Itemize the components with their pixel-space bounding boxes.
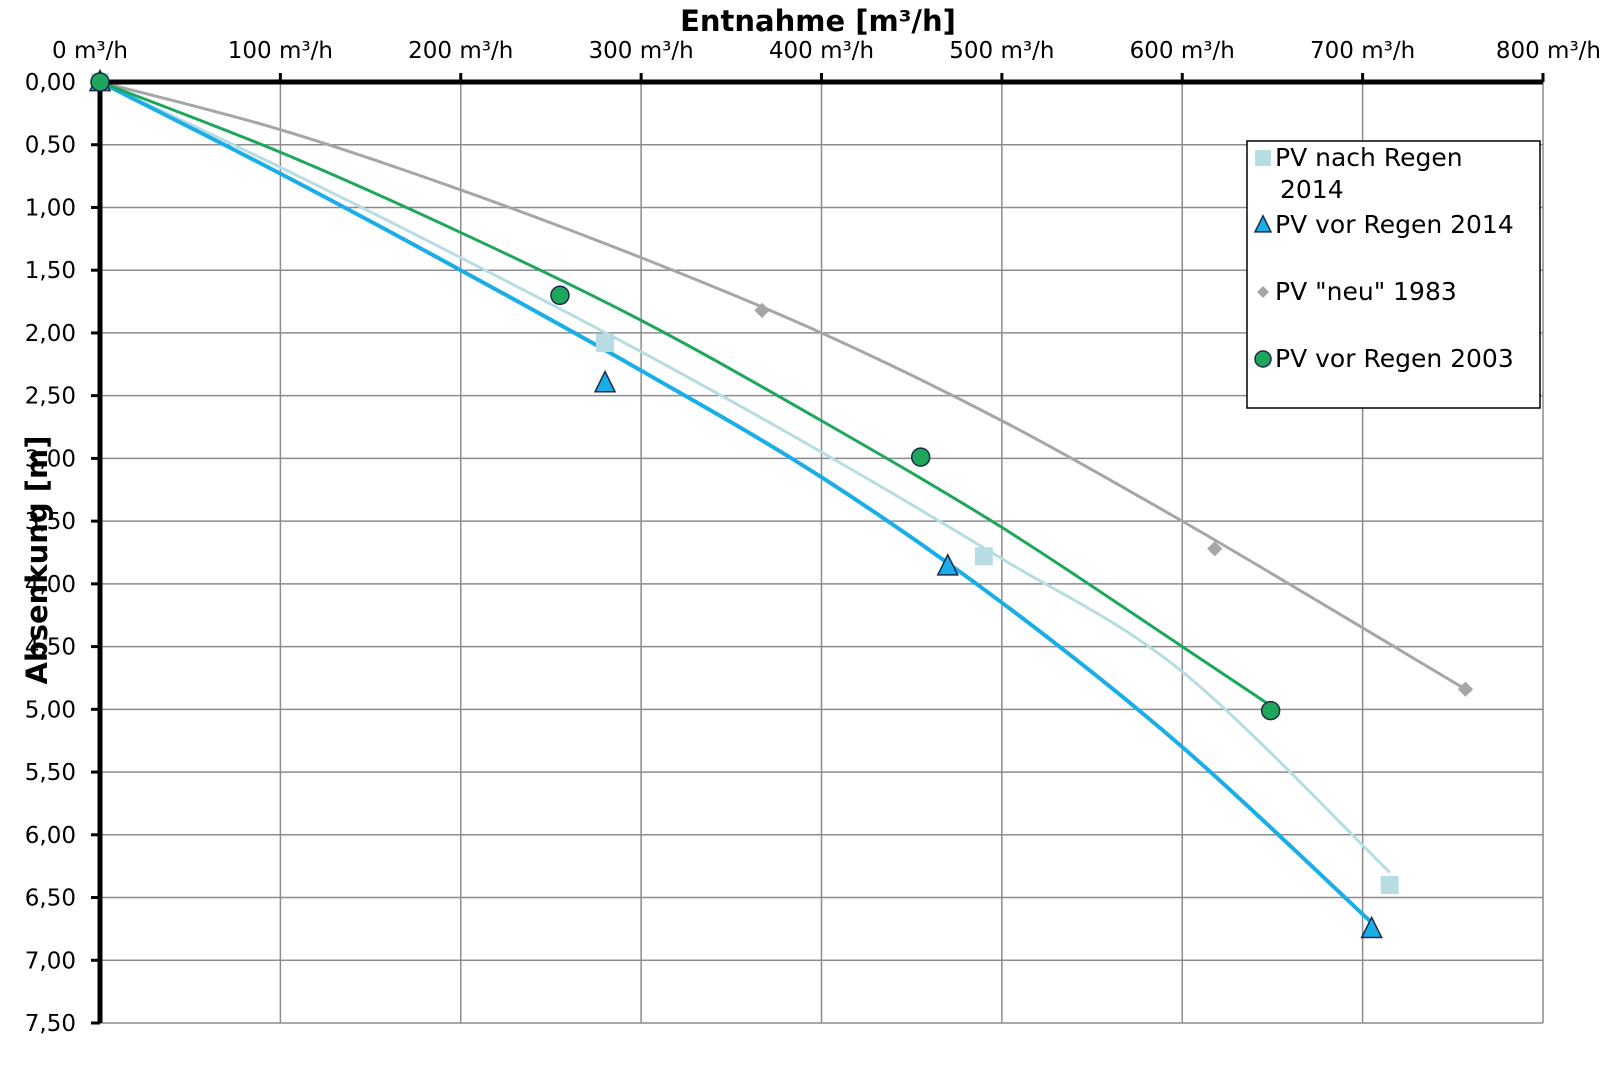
trendline-series-3 (99, 80, 1467, 691)
y-tick-label: 2,00 (25, 321, 76, 347)
data-point-series-1 (974, 547, 993, 566)
data-point-series-4 (1260, 700, 1281, 721)
legend: PV nach Regen 2014 PV vor Regen 2014 PV "ne… (1246, 140, 1541, 409)
legend-label-series-1: PV nach Regen 2014 (1275, 143, 1463, 204)
data-point-series-4 (550, 285, 570, 306)
data-point-series-3 (1207, 541, 1223, 557)
trendline-layer (99, 80, 1467, 925)
x-tick-label: 700 m³/h (1310, 38, 1415, 64)
x-tick-label: 400 m³/h (769, 38, 874, 64)
y-tick-label: 6,00 (25, 823, 76, 849)
y-tick-label: 3,00 (25, 446, 76, 472)
legend-label-series-3: PV "neu" 1983 (1275, 277, 1457, 306)
data-point-series-3 (1457, 681, 1474, 697)
legend-label-series-4: PV vor Regen 2003 (1275, 344, 1514, 373)
trendline-series-2 (99, 80, 1374, 925)
trendline-series-4 (99, 80, 1272, 707)
legend-label-series-2: PV vor Regen 2014 (1275, 210, 1514, 239)
y-tick-label: 3,50 (25, 509, 76, 535)
axis-layer: 0 m³/h 100 m³/h 200 m³/h 300 m³/h 400 m³/h 50… (25, 38, 1601, 1037)
y-tick-label: 5,00 (25, 697, 76, 723)
legend-marker-series-4 (1254, 350, 1272, 368)
y-axis-title: Absenkung [m] (20, 436, 54, 685)
y-tick-label: 7,50 (25, 1011, 76, 1037)
legend-marker-series-3 (1257, 286, 1269, 298)
legend-marker-series-2 (1253, 214, 1273, 233)
y-tick-label: 7,00 (25, 948, 76, 974)
label-layer: Entnahme [m³/h] Absenkung [m] (20, 4, 956, 684)
legend-box (1246, 140, 1541, 409)
y-tick-label: 4,50 (25, 635, 76, 661)
data-point-series-2 (936, 553, 959, 576)
data-point-series-3 (754, 302, 770, 318)
legend-marker-series-1 (1255, 150, 1271, 166)
data-point-series-1 (1380, 875, 1399, 894)
x-tick-label: 500 m³/h (949, 38, 1054, 64)
y-tick-label: 6,50 (25, 886, 76, 912)
y-tick-label: 0,00 (25, 70, 76, 96)
y-tick-label: 1,00 (25, 195, 76, 221)
x-tick-label: 300 m³/h (589, 38, 694, 64)
data-point-series-2 (593, 369, 617, 393)
y-tick-label: 2,50 (25, 384, 76, 410)
x-tick-label: 600 m³/h (1130, 38, 1235, 64)
x-tick-label: 100 m³/h (228, 38, 333, 64)
trendline-series-1 (99, 80, 1391, 874)
x-tick-label: 0 m³/h (52, 38, 128, 64)
data-point-series-2 (1360, 915, 1383, 939)
y-tick-label: 5,50 (25, 760, 76, 786)
x-tick-label: 800 m³/h (1496, 38, 1601, 64)
x-axis-title: Entnahme [m³/h] (680, 4, 956, 38)
y-tick-label: 1,50 (25, 258, 76, 284)
y-tick-label: 0,50 (25, 133, 76, 159)
data-point-series-4 (90, 72, 110, 92)
x-tick-label: 200 m³/h (408, 38, 513, 64)
y-tick-label: 4,00 (25, 572, 76, 598)
point-layer (88, 68, 1474, 939)
data-point-series-4 (910, 447, 931, 467)
data-point-series-1 (596, 333, 615, 352)
